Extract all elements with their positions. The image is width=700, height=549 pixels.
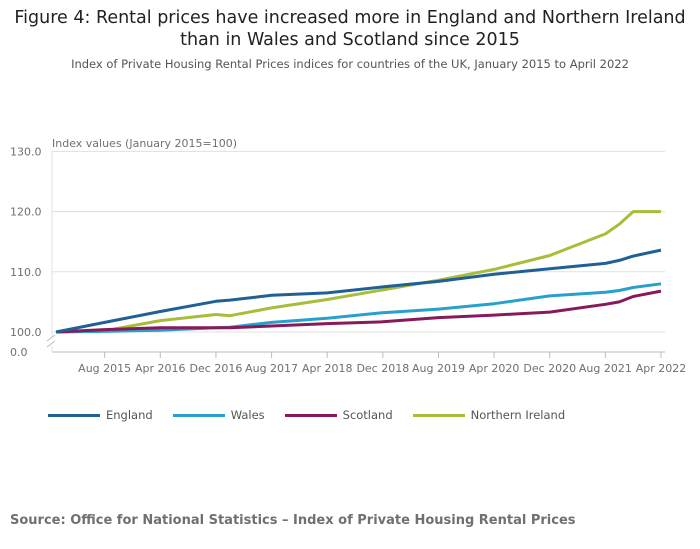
legend-label: Northern Ireland: [470, 408, 566, 422]
legend-label: Wales: [230, 408, 265, 422]
series-line-scotland: [55, 289, 662, 334]
x-tick-label: Apr 2022: [636, 362, 687, 375]
x-tick-label: Apr 2020: [469, 362, 520, 375]
legend: England Wales Scotland Northern Ireland: [48, 408, 585, 422]
x-tick-label: Apr 2018: [302, 362, 353, 375]
y-tick-label: 130.0: [10, 145, 42, 158]
series-line-wales: [55, 282, 662, 334]
legend-swatch: [48, 413, 100, 417]
y-tick-label: 110.0: [10, 266, 42, 279]
y-tick-label: 120.0: [10, 206, 42, 219]
legend-label: Scotland: [342, 408, 393, 422]
source-note: Source: Office for National Statistics –…: [10, 513, 576, 528]
legend-item-wales[interactable]: Wales: [172, 408, 265, 422]
x-tick-label: Aug 2019: [412, 362, 465, 375]
chart-title: Figure 4: Rental prices have increased m…: [14, 8, 686, 50]
y-tick-label: 100.0: [10, 326, 42, 339]
x-tick-label: Dec 2020: [523, 362, 576, 375]
x-tick-label: Aug 2015: [78, 362, 131, 375]
x-tick-label: Apr 2016: [135, 362, 186, 375]
x-tick-label: Aug 2017: [245, 362, 298, 375]
x-tick-label: Dec 2016: [190, 362, 243, 375]
chart-subtitle: Index of Private Housing Rental Prices i…: [71, 57, 629, 71]
legend-item-england[interactable]: England: [48, 408, 153, 422]
series-line-england: [55, 248, 662, 334]
x-tick-label: Aug 2021: [579, 362, 632, 375]
series-line-northern-ireland: [55, 210, 661, 334]
legend-item-scotland[interactable]: Scotland: [284, 408, 393, 422]
legend-item-northern-ireland[interactable]: Northern Ireland: [412, 408, 566, 422]
x-tick-label: Dec 2018: [356, 362, 409, 375]
y-axis-label: Index values (January 2015=100): [52, 137, 237, 150]
legend-swatch: [412, 413, 465, 417]
legend-label: England: [106, 408, 153, 422]
y-tick-label: 0.0: [10, 346, 28, 359]
legend-swatch: [172, 413, 225, 417]
legend-swatch: [284, 413, 337, 417]
axis-break-icon: [46, 334, 56, 348]
